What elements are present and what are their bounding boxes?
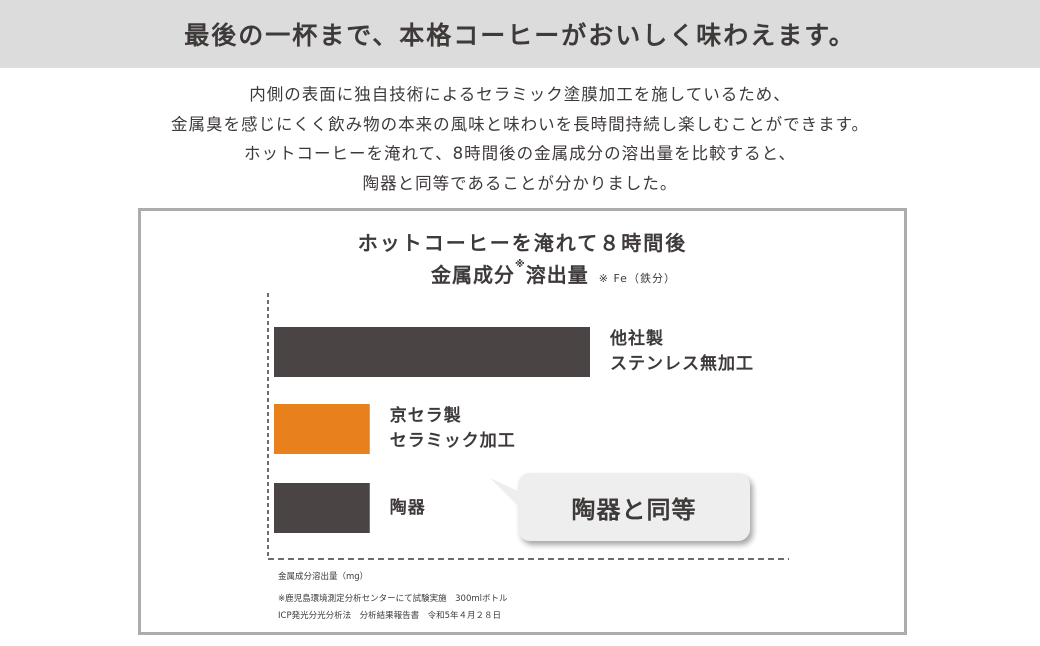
subtitle-main: 金属成分 <box>431 263 515 287</box>
bar-label-line: 陶器 <box>389 497 426 518</box>
bar-label-line: セラミック加工 <box>389 431 516 451</box>
intro-line: 内側の表面に独自技術によるセラミック塗膜加工を施しているため、 <box>249 85 791 104</box>
intro-line: ホットコーヒーを淹れて、8時間後の金属成分の溶出量を比較すると、 <box>243 144 797 163</box>
bar <box>274 327 590 377</box>
intro-line: 金属臭を感じにくく飲み物の本来の風味と味わいを長時間持続し楽しむことができます。 <box>170 114 870 134</box>
x-axis-label: 金属成分溶出量（mg） <box>278 572 369 582</box>
subtitle-note: ※ Fe（鉄分） <box>598 272 676 285</box>
footnote: ※鹿児島環境測定分析センターにて試験実施 300mlボトル <box>278 594 508 604</box>
footnote: ICP発光分光分析法 分析結果報告書 令和5年４月２８日 <box>278 611 501 621</box>
chart-subtitle: 金属成分※溶出量 ※ Fe（鉄分） <box>431 259 676 288</box>
annotation-bubble: 陶器と同等 <box>518 473 750 541</box>
subtitle-rest: 溶出量 <box>525 263 589 287</box>
chart-frame: ホットコーヒーを淹れて８時間後 金属成分※溶出量 ※ Fe（鉄分） 他社製ステンレ… <box>138 208 907 635</box>
bar-label-line: 京セラ製 <box>389 406 462 426</box>
intro-text: 内側の表面に独自技術によるセラミック塗膜加工を施しているため、 金属臭を感じにく… <box>0 80 1040 198</box>
bar <box>274 483 370 533</box>
bar <box>274 404 370 454</box>
subtitle-mark: ※ <box>515 259 526 270</box>
bar-chart <box>267 293 789 560</box>
page-title: 最後の一杯まで、本格コーヒーがおいしく味わえます。 <box>184 21 856 50</box>
bar-label: 京セラ製セラミック加工 <box>390 404 516 454</box>
bar-label: 他社製ステンレス無加工 <box>610 327 754 377</box>
bar-label-line: 他社製 <box>610 329 664 349</box>
bar-label-line: ステンレス無加工 <box>610 354 754 374</box>
chart-title: ホットコーヒーを淹れて８時間後 <box>357 231 688 255</box>
intro-line: 陶器と同等であることが分かりました。 <box>362 173 678 193</box>
bar-label: 陶器 <box>390 496 426 521</box>
header-band: 最後の一杯まで、本格コーヒーがおいしく味わえます。 <box>0 0 1040 68</box>
